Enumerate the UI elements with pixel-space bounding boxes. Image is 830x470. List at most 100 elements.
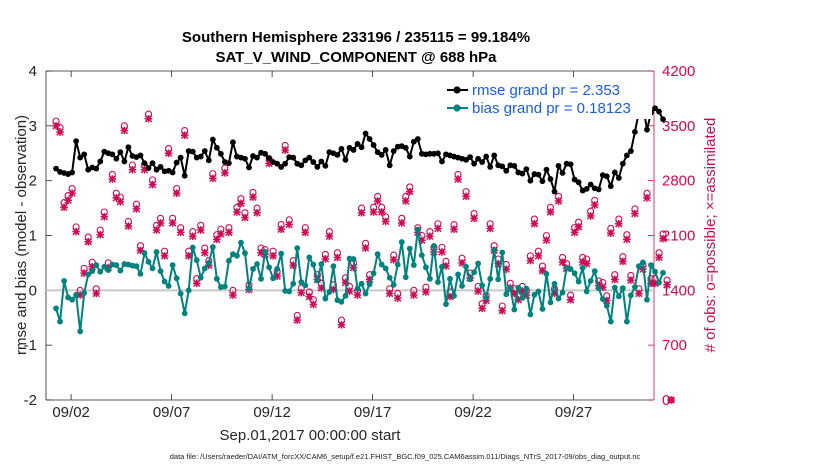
rmse-point — [475, 155, 482, 162]
bias-point — [342, 292, 349, 299]
rmse-point — [314, 164, 321, 170]
x-ticks: 09/02 09/07 09/12 09/17 09/22 09/27 — [52, 71, 592, 421]
rmse-point — [282, 160, 289, 167]
rmse-point — [197, 153, 204, 160]
rmse-point — [583, 185, 590, 192]
bias-point — [338, 298, 345, 305]
legend-bias-marker — [453, 104, 461, 112]
bias-point — [354, 285, 361, 292]
bias-point — [157, 268, 164, 275]
rmse-point — [125, 144, 132, 151]
bias-point — [459, 283, 465, 289]
bias-point — [386, 274, 393, 281]
y-tick-label-right: 3500 — [662, 118, 695, 135]
bias-point — [73, 291, 80, 298]
bias-point — [266, 264, 273, 271]
obs-assimilated-point — [124, 222, 133, 230]
bias-point — [262, 249, 268, 255]
bias-point — [603, 302, 610, 309]
rmse-point — [471, 160, 478, 167]
obs-assimilated-point — [64, 196, 72, 205]
obs-assimilated-point — [156, 219, 165, 227]
rmse-point — [73, 138, 80, 145]
rmse-point — [77, 154, 84, 161]
rmse-point — [479, 159, 486, 165]
obs-assimilated-point — [233, 208, 241, 216]
rmse-point — [354, 141, 361, 147]
bias-point — [507, 285, 514, 292]
bias-point — [479, 282, 486, 289]
obs-assimilated-point — [659, 234, 667, 243]
rmse-point — [278, 164, 285, 170]
obs-assimilated-point — [606, 229, 615, 237]
bias-point — [640, 259, 646, 266]
bias-point — [583, 288, 590, 295]
y-tick-label-right: 2100 — [662, 228, 695, 245]
rmse-point — [523, 166, 530, 173]
legend: rmse grand pr = 2.353 bias grand pr = 0.… — [442, 79, 652, 119]
bias-point — [193, 257, 200, 264]
obs-assimilated-point — [590, 201, 599, 209]
obs-assimilated-point — [321, 255, 330, 263]
obs-assimilated-point — [269, 252, 277, 260]
obs-assimilated-point — [213, 235, 221, 244]
rmse-point — [543, 166, 550, 173]
bias-point — [402, 274, 409, 281]
bias-point — [161, 278, 168, 285]
rmse-point — [603, 173, 610, 180]
rmse-point — [414, 136, 421, 142]
rmse-point — [298, 162, 305, 169]
rmse-point — [109, 151, 116, 158]
bias-point — [189, 244, 196, 251]
rmse-point — [334, 151, 341, 158]
chart-title-line1: Southern Hemisphere 233196 / 235115 = 99… — [182, 29, 530, 46]
x-axis-label: Sep.01,2017 00:00:00 start — [220, 427, 402, 444]
rmse-point — [366, 136, 373, 142]
rmse-point — [615, 175, 622, 181]
obs-assimilated-point — [393, 294, 402, 302]
obs-assimilated-point — [385, 289, 394, 298]
bias-point — [503, 291, 510, 298]
obs-assimilated-point — [337, 321, 346, 329]
rmse-point — [386, 162, 393, 169]
bias-point — [463, 263, 469, 270]
bias-point — [221, 283, 228, 290]
obs-assimilated-point — [168, 219, 177, 227]
legend-rmse-label: rmse grand pr = 2.353 — [472, 82, 620, 99]
obs-assimilated-point — [530, 219, 539, 228]
bias-point — [113, 262, 120, 269]
bias-point — [137, 270, 144, 277]
rmse-point — [254, 154, 260, 161]
bias-point — [213, 275, 220, 282]
obs-assimilated-point — [438, 248, 446, 256]
bias-point — [390, 281, 397, 288]
bias-point — [495, 276, 502, 283]
rmse-point — [607, 183, 614, 190]
obs-assimilated-point — [309, 300, 318, 309]
bias-point — [394, 261, 401, 268]
bias-point — [475, 260, 482, 267]
y-tick-label-right: 0 — [662, 392, 670, 409]
bias-point — [145, 258, 152, 265]
bias-point — [615, 293, 622, 300]
bias-point — [53, 305, 59, 312]
rmse-point — [169, 169, 176, 176]
obs-assimilated-point — [474, 287, 482, 295]
obs-assimilated-point — [277, 225, 285, 234]
bias-point — [398, 239, 405, 245]
bias-point — [366, 281, 373, 288]
rmse-point — [290, 154, 297, 161]
obs-assimilated-point — [450, 225, 458, 234]
rmse-point — [145, 165, 152, 171]
obs-assimilated-point — [554, 197, 563, 205]
obs-assimilated-point — [426, 232, 434, 241]
y-tick-label-left: 3 — [29, 118, 37, 135]
bias-point — [567, 266, 574, 272]
bias-point — [619, 285, 626, 292]
rmse-point — [358, 144, 365, 151]
bias-point — [169, 262, 176, 269]
rmse-series — [53, 102, 666, 195]
obs-assimilated-point — [627, 276, 635, 284]
obs-assimilated-point — [454, 175, 462, 183]
bias-point — [511, 306, 518, 313]
